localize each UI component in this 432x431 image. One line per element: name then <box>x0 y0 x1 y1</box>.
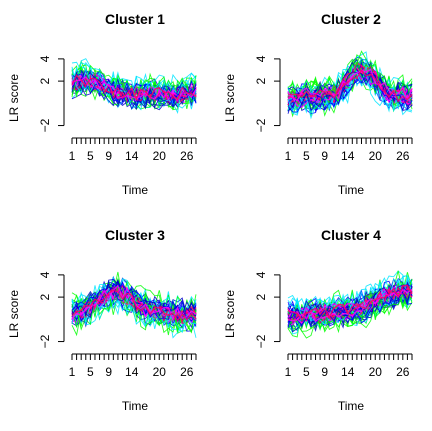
y-tick-label: 2 <box>254 77 268 84</box>
x-axis-label: Time <box>122 183 149 197</box>
x-tick-label: 9 <box>105 365 112 379</box>
x-axis: 1 5 9 14 20 26 <box>69 137 197 163</box>
panel-title: Cluster 2 <box>321 11 381 27</box>
y-tick-label: 4 <box>38 55 52 62</box>
x-tick-label: 20 <box>153 149 167 163</box>
x-tick-label: 14 <box>125 149 139 163</box>
x-tick-label: 14 <box>125 365 139 379</box>
y-tick-label: 4 <box>254 55 268 62</box>
x-tick-label: 26 <box>396 149 410 163</box>
profile-line <box>287 284 413 321</box>
profile-line <box>287 279 413 330</box>
panel-title: Cluster 1 <box>105 11 165 27</box>
x-tick-label: 20 <box>153 365 167 379</box>
x-tick-label: 9 <box>321 365 328 379</box>
x-tick-label: 5 <box>87 149 94 163</box>
x-tick-label: 20 <box>369 149 383 163</box>
cluster-panel-2: Cluster 2 −2 2 4 1 5 9 14 20 26 LR score Time <box>223 11 413 197</box>
profile-line <box>71 289 197 322</box>
panel-title: Cluster 3 <box>105 227 165 243</box>
x-tick-label: 1 <box>285 149 292 163</box>
profile-line <box>287 285 413 320</box>
x-tick-label: 26 <box>180 365 194 379</box>
y-axis-label: LR score <box>7 74 21 122</box>
x-axis-label: Time <box>122 399 149 413</box>
x-axis-label: Time <box>338 399 365 413</box>
panel-title: Cluster 4 <box>321 227 381 243</box>
cluster-panel-3: Cluster 3 −2 2 4 1 5 9 14 20 26 LR score Time <box>7 227 197 413</box>
x-axis: 1 5 9 14 20 26 <box>285 353 413 379</box>
cluster-panel-1: Cluster 1 −2 2 4 1 5 9 14 20 26 LR score Time <box>7 11 197 197</box>
x-axis: 1 5 9 14 20 26 <box>285 137 413 163</box>
y-tick-label: 4 <box>38 271 52 278</box>
x-tick-label: 5 <box>303 365 310 379</box>
y-tick-label: −2 <box>38 118 52 132</box>
x-tick-label: 14 <box>341 149 355 163</box>
profile-line <box>71 280 197 322</box>
x-tick-label: 20 <box>369 365 383 379</box>
y-axis: −2 2 4 <box>254 271 281 348</box>
x-tick-label: 1 <box>69 365 76 379</box>
profile-line <box>287 65 413 120</box>
profile-line <box>287 70 413 113</box>
profile-line <box>287 288 413 322</box>
profile-line <box>71 75 197 110</box>
x-axis-label: Time <box>338 183 365 197</box>
y-axis: −2 2 4 <box>254 55 281 132</box>
x-tick-label: 5 <box>303 149 310 163</box>
x-tick-label: 26 <box>396 365 410 379</box>
profile-lines <box>71 271 197 339</box>
y-axis-label: LR score <box>7 290 21 338</box>
x-tick-label: 9 <box>321 149 328 163</box>
y-tick-label: 2 <box>38 293 52 300</box>
profile-line <box>287 293 413 332</box>
y-tick-label: −2 <box>38 334 52 348</box>
profile-line <box>71 286 197 332</box>
y-tick-label: −2 <box>254 118 268 132</box>
profile-line <box>287 289 413 328</box>
y-tick-label: −2 <box>254 334 268 348</box>
y-tick-label: 2 <box>254 293 268 300</box>
cluster-panel-4: Cluster 4 −2 2 4 1 5 9 14 20 26 LR score Time <box>223 227 413 413</box>
y-axis-label: LR score <box>223 290 237 338</box>
x-tick-label: 1 <box>69 149 76 163</box>
profile-line <box>71 67 197 115</box>
x-tick-label: 5 <box>87 365 94 379</box>
profile-line <box>71 73 197 109</box>
profile-line <box>287 286 413 339</box>
profile-line <box>287 69 413 103</box>
profile-line <box>71 74 197 101</box>
y-tick-label: 2 <box>38 77 52 84</box>
profile-lines <box>287 50 413 120</box>
profile-line <box>287 71 413 112</box>
x-tick-label: 14 <box>341 365 355 379</box>
y-axis-label: LR score <box>223 74 237 122</box>
x-axis: 1 5 9 14 20 26 <box>69 353 197 379</box>
y-tick-label: 4 <box>254 271 268 278</box>
x-tick-label: 26 <box>180 149 194 163</box>
y-axis: −2 2 4 <box>38 271 65 348</box>
profile-lines <box>287 270 413 339</box>
x-tick-label: 1 <box>285 365 292 379</box>
y-axis: −2 2 4 <box>38 55 65 132</box>
profile-lines <box>71 58 197 115</box>
x-tick-label: 9 <box>105 149 112 163</box>
